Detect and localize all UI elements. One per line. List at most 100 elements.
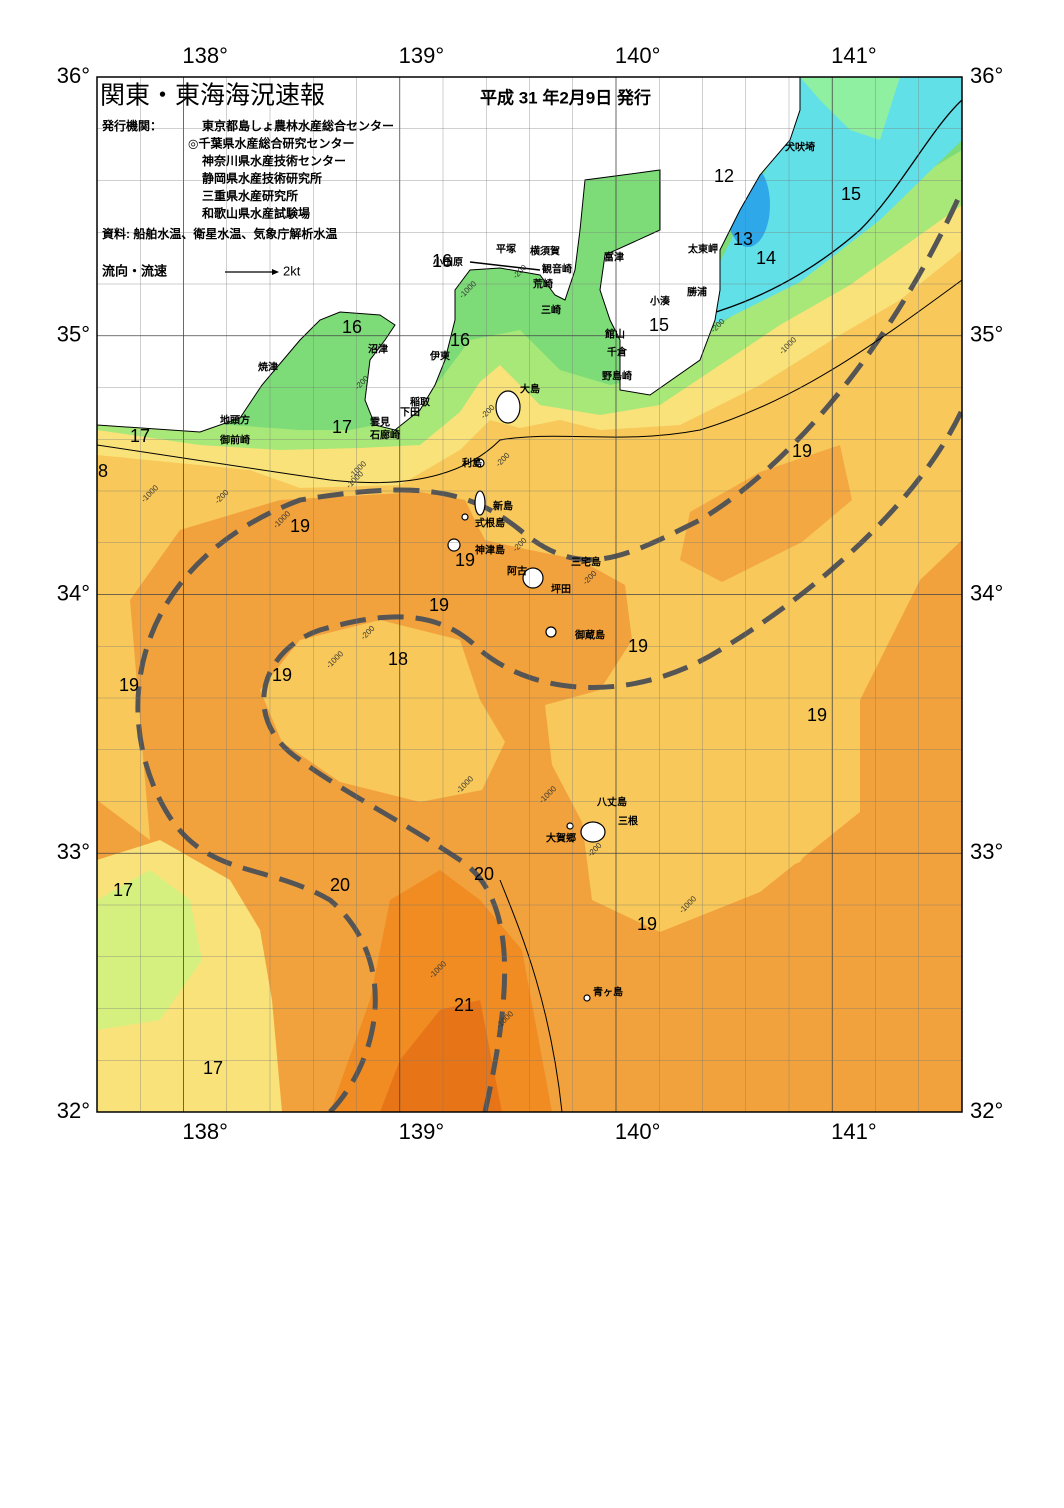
place-name: 小田原 <box>432 256 463 269</box>
place-name: 下田 <box>400 407 420 419</box>
place-name: 利島 <box>462 457 482 470</box>
isotherm-label: 19 <box>628 636 648 656</box>
warm-area <box>680 445 852 582</box>
lon-label: 140° <box>615 43 661 68</box>
isotherm-label: 19 <box>807 705 827 725</box>
agency: 和歌山県水産試験場 <box>201 206 310 221</box>
sea <box>97 77 962 1112</box>
isotherm-label: 19 <box>637 914 657 934</box>
isotherm-label: 14 <box>756 248 776 268</box>
source: 資料: 船舶水温、衛星水温、気象庁解析水温 <box>102 226 337 241</box>
lon-label: 139° <box>399 43 445 68</box>
isotherm <box>499 879 563 1112</box>
lat-label: 36° <box>57 63 90 88</box>
lat-label: 32° <box>970 1098 1003 1123</box>
place-name: 三根 <box>618 815 638 828</box>
place-name: 平塚 <box>496 243 516 256</box>
island <box>566 822 574 830</box>
agency: 静岡県水産技術研究所 <box>202 171 322 186</box>
isotherm-label: 18 <box>388 649 408 669</box>
place-name: 観音崎 <box>542 263 572 276</box>
place-name: 野島崎 <box>602 370 632 383</box>
lon-label: 138° <box>182 1119 228 1144</box>
lon-label: 139° <box>399 1119 445 1144</box>
isotherm-label: 16 <box>432 251 452 271</box>
agencies-label: 発行機関： <box>101 118 162 133</box>
place-name: 地頭方 <box>220 414 250 427</box>
land <box>97 77 801 433</box>
place-name: 新島 <box>493 500 513 513</box>
warm-core <box>380 1000 502 1112</box>
place-name: 富津 <box>604 251 624 264</box>
isotherm-label: 17 <box>203 1058 223 1078</box>
isotherm-label: 15 <box>841 184 861 204</box>
legend-label: 流向・流速 <box>102 263 167 278</box>
place-name: 荒崎 <box>532 278 553 291</box>
legend-arrowhead <box>272 269 279 275</box>
agency: ◎千葉県水産総合研究センター <box>188 136 354 151</box>
lat-label: 34° <box>970 580 1003 605</box>
isotherm-label: 20 <box>330 875 350 895</box>
place-name: 三宅島 <box>571 556 601 569</box>
island <box>583 994 591 1002</box>
grid <box>97 77 962 1112</box>
isotherm-label: 19 <box>455 550 475 570</box>
place-name: 横須賀 <box>530 245 560 258</box>
cold-water <box>680 77 962 322</box>
labels: 138° 138° 139° 139° 140° 140° 141° 141° 36° 36° 35… <box>57 43 1004 1144</box>
isotherm-label: 19 <box>119 675 139 695</box>
isotherm-label: 16 <box>342 317 362 337</box>
place-name: 御前崎 <box>219 434 250 447</box>
place-name: 伊東 <box>429 350 450 363</box>
island <box>522 567 544 589</box>
isotherm-label: 17 <box>113 880 133 900</box>
isotherm-label: 16 <box>450 330 470 350</box>
isotherm-label: 20 <box>474 864 494 884</box>
island <box>495 390 521 424</box>
issued-date: 平成 31 年2月9日 発行 <box>480 87 651 107</box>
place-name: 大賀郷 <box>546 832 576 845</box>
agency: 東京都島しょ農林水産総合センター <box>202 118 394 133</box>
place-name: 千倉 <box>607 346 628 359</box>
place-name: 雲見 <box>370 417 390 429</box>
cool-area <box>97 870 202 1030</box>
isotherm-label: 19 <box>290 516 310 536</box>
lon-label: 138° <box>182 43 228 68</box>
place-name: 青ヶ島 <box>593 986 623 999</box>
isotherm-label: 8 <box>98 461 108 481</box>
place-name: 小湊 <box>649 295 671 308</box>
place-name: 焼津 <box>258 361 278 374</box>
place-name: 御蔵島 <box>574 629 605 642</box>
cool-area <box>596 652 842 912</box>
isotherm-label: 17 <box>332 417 352 437</box>
isotherm-label: 19 <box>272 665 292 685</box>
kuroshio-axis <box>135 188 962 1112</box>
frame <box>96 76 963 1113</box>
lon-label: 141° <box>831 43 877 68</box>
lon-label: 141° <box>831 1119 877 1144</box>
kuroshio-axis <box>261 408 962 1112</box>
isotherm-label: 19 <box>429 595 449 615</box>
place-name: 稲取 <box>410 396 431 409</box>
island <box>474 490 486 516</box>
lat-label: 33° <box>970 839 1003 864</box>
island <box>461 513 469 521</box>
isotherm-label: 12 <box>714 166 734 186</box>
cold-water <box>800 77 900 140</box>
place-name: 犬吠埼 <box>785 141 815 154</box>
isotherm-label: 21 <box>454 995 474 1015</box>
place-name: 沼津 <box>368 343 388 356</box>
lat-label: 32° <box>57 1098 90 1123</box>
place-name: 大島 <box>520 383 540 396</box>
cool-area <box>260 620 505 802</box>
lat-label: 36° <box>970 63 1003 88</box>
place-name: 三崎 <box>541 304 561 317</box>
place-name: 阿古 <box>507 565 527 578</box>
place-name: 神津島 <box>475 544 505 557</box>
place-name: 館山 <box>604 328 625 341</box>
island <box>545 626 557 638</box>
legend-scale: 2kt <box>283 263 301 278</box>
lat-label: 33° <box>57 839 90 864</box>
lat-label: 35° <box>57 322 90 347</box>
